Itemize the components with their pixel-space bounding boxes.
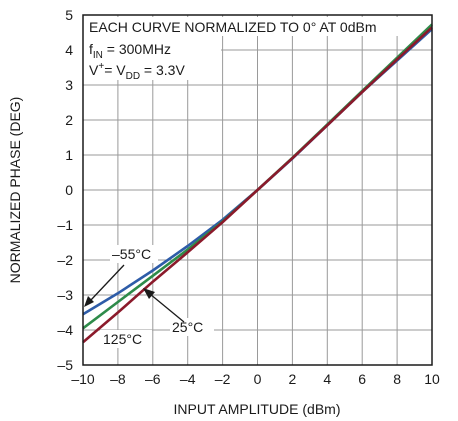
x-tick-label: 0 [254,371,262,387]
y-tick-label: –4 [57,322,73,338]
arrow-minus55 [84,264,125,307]
y-tick-label: 5 [65,7,73,23]
label-bg-125 [100,330,152,348]
x-tick-label: 4 [323,371,331,387]
y-tick-label: –1 [57,217,73,233]
x-tick-label: –2 [215,371,231,387]
x-tick-label: –6 [145,371,161,387]
x-tick-label: 2 [289,371,297,387]
x-tick-label: –4 [180,371,196,387]
vdd-value: = 3.3V [140,62,185,78]
vplus-symbol: V [89,62,99,78]
y-tick-label: 4 [65,42,73,58]
arrow-25 [143,288,185,323]
x-tick-label: 10 [424,371,440,387]
fin-subscript: IN [93,50,103,61]
y-tick-label: 1 [65,147,73,163]
y-tick-label: –2 [57,252,73,268]
annotation-vplus: V+= VDD = 3.3V [89,61,185,82]
label-bg-25 [170,318,214,336]
y-tick-label: 2 [65,112,73,128]
x-tick-label: 6 [358,371,366,387]
y-tick-label: 3 [65,77,73,93]
x-axis-title: INPUT AMPLITUDE (dBm) [174,401,341,417]
annotation-box [83,17,417,36]
label-bg-minus55 [110,245,158,263]
x-tick-label: –10 [71,371,95,387]
y-tick-label: –5 [57,357,73,373]
fin-value: = 300MHz [103,41,171,57]
y-tick-label: 0 [65,182,73,198]
y-tick-label: –3 [57,287,73,303]
series-label-125: 125°C [103,331,142,347]
vplus-superscript: + [98,61,104,72]
annotation-fin: fIN = 300MHz [89,41,171,61]
plot-frame [82,14,433,366]
series-lines [82,23,433,344]
series-line-2 [82,26,433,344]
vplus-equals: = V [104,62,126,78]
x-tick-label: 8 [393,371,401,387]
series-label-minus55: –55°C [112,246,151,262]
annotation-header: EACH CURVE NORMALIZED TO 0° AT 0dBm [89,19,377,35]
y-axis-title: NORMALIZED PHASE (DEG) [7,97,23,284]
series-label-25: 25°C [172,319,203,335]
fin-symbol: f [89,41,93,57]
x-tick-label: –8 [110,371,126,387]
annotation-box-params [83,36,221,80]
vdd-subscript: DD [126,71,140,82]
